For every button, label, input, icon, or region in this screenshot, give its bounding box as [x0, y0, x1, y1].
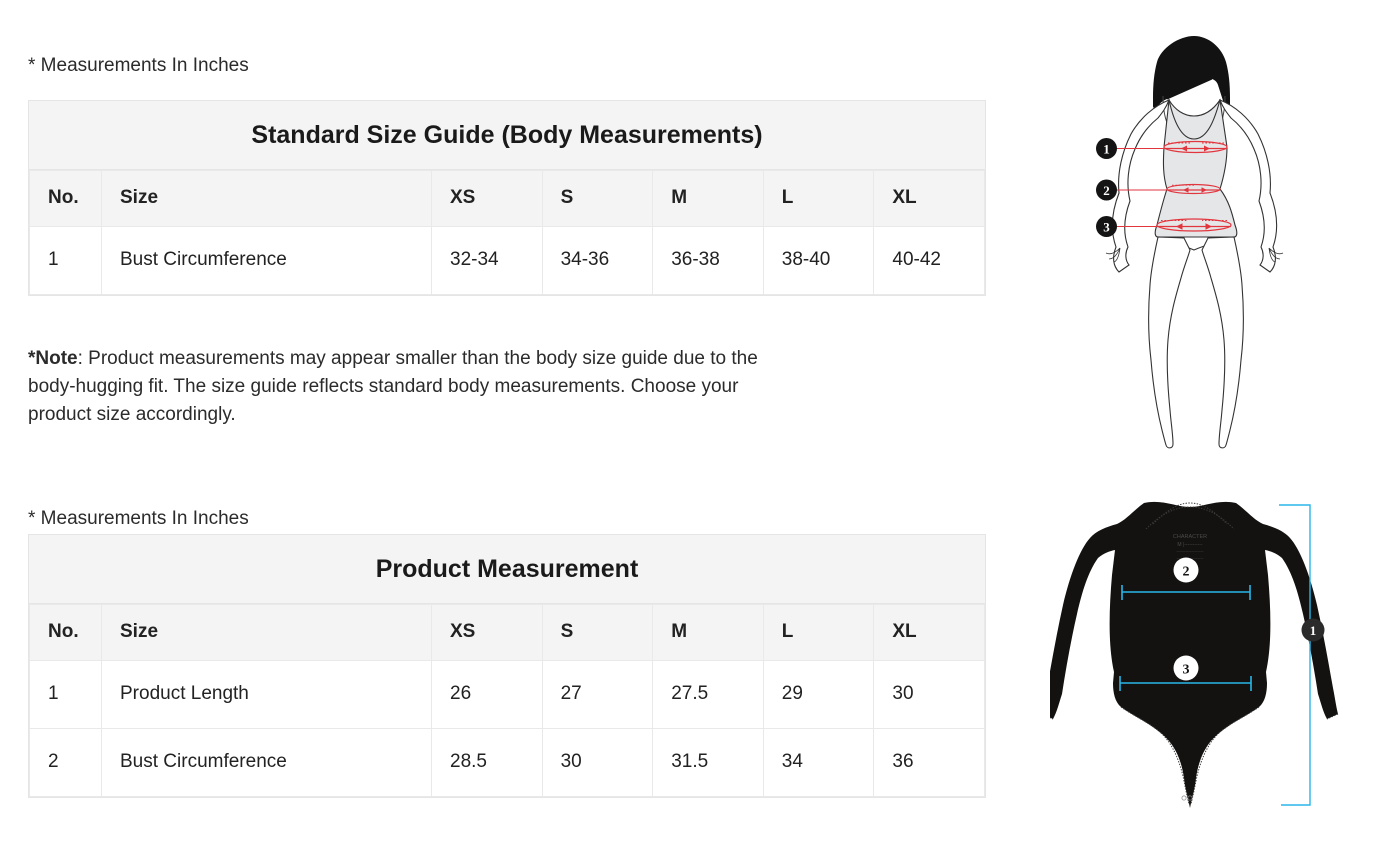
svg-text:CHARACTER: CHARACTER: [1173, 534, 1207, 540]
svg-text:2: 2: [1183, 565, 1190, 580]
svg-text:3: 3: [1103, 220, 1110, 235]
svg-text:1: 1: [1310, 623, 1317, 638]
svg-text:1: 1: [1103, 142, 1110, 157]
svg-text:2: 2: [1103, 183, 1110, 198]
svg-text:M |-----------: M |-----------: [1177, 542, 1203, 548]
svg-text:3: 3: [1183, 663, 1190, 678]
svg-text:------------------: ------------------: [1177, 549, 1204, 554]
